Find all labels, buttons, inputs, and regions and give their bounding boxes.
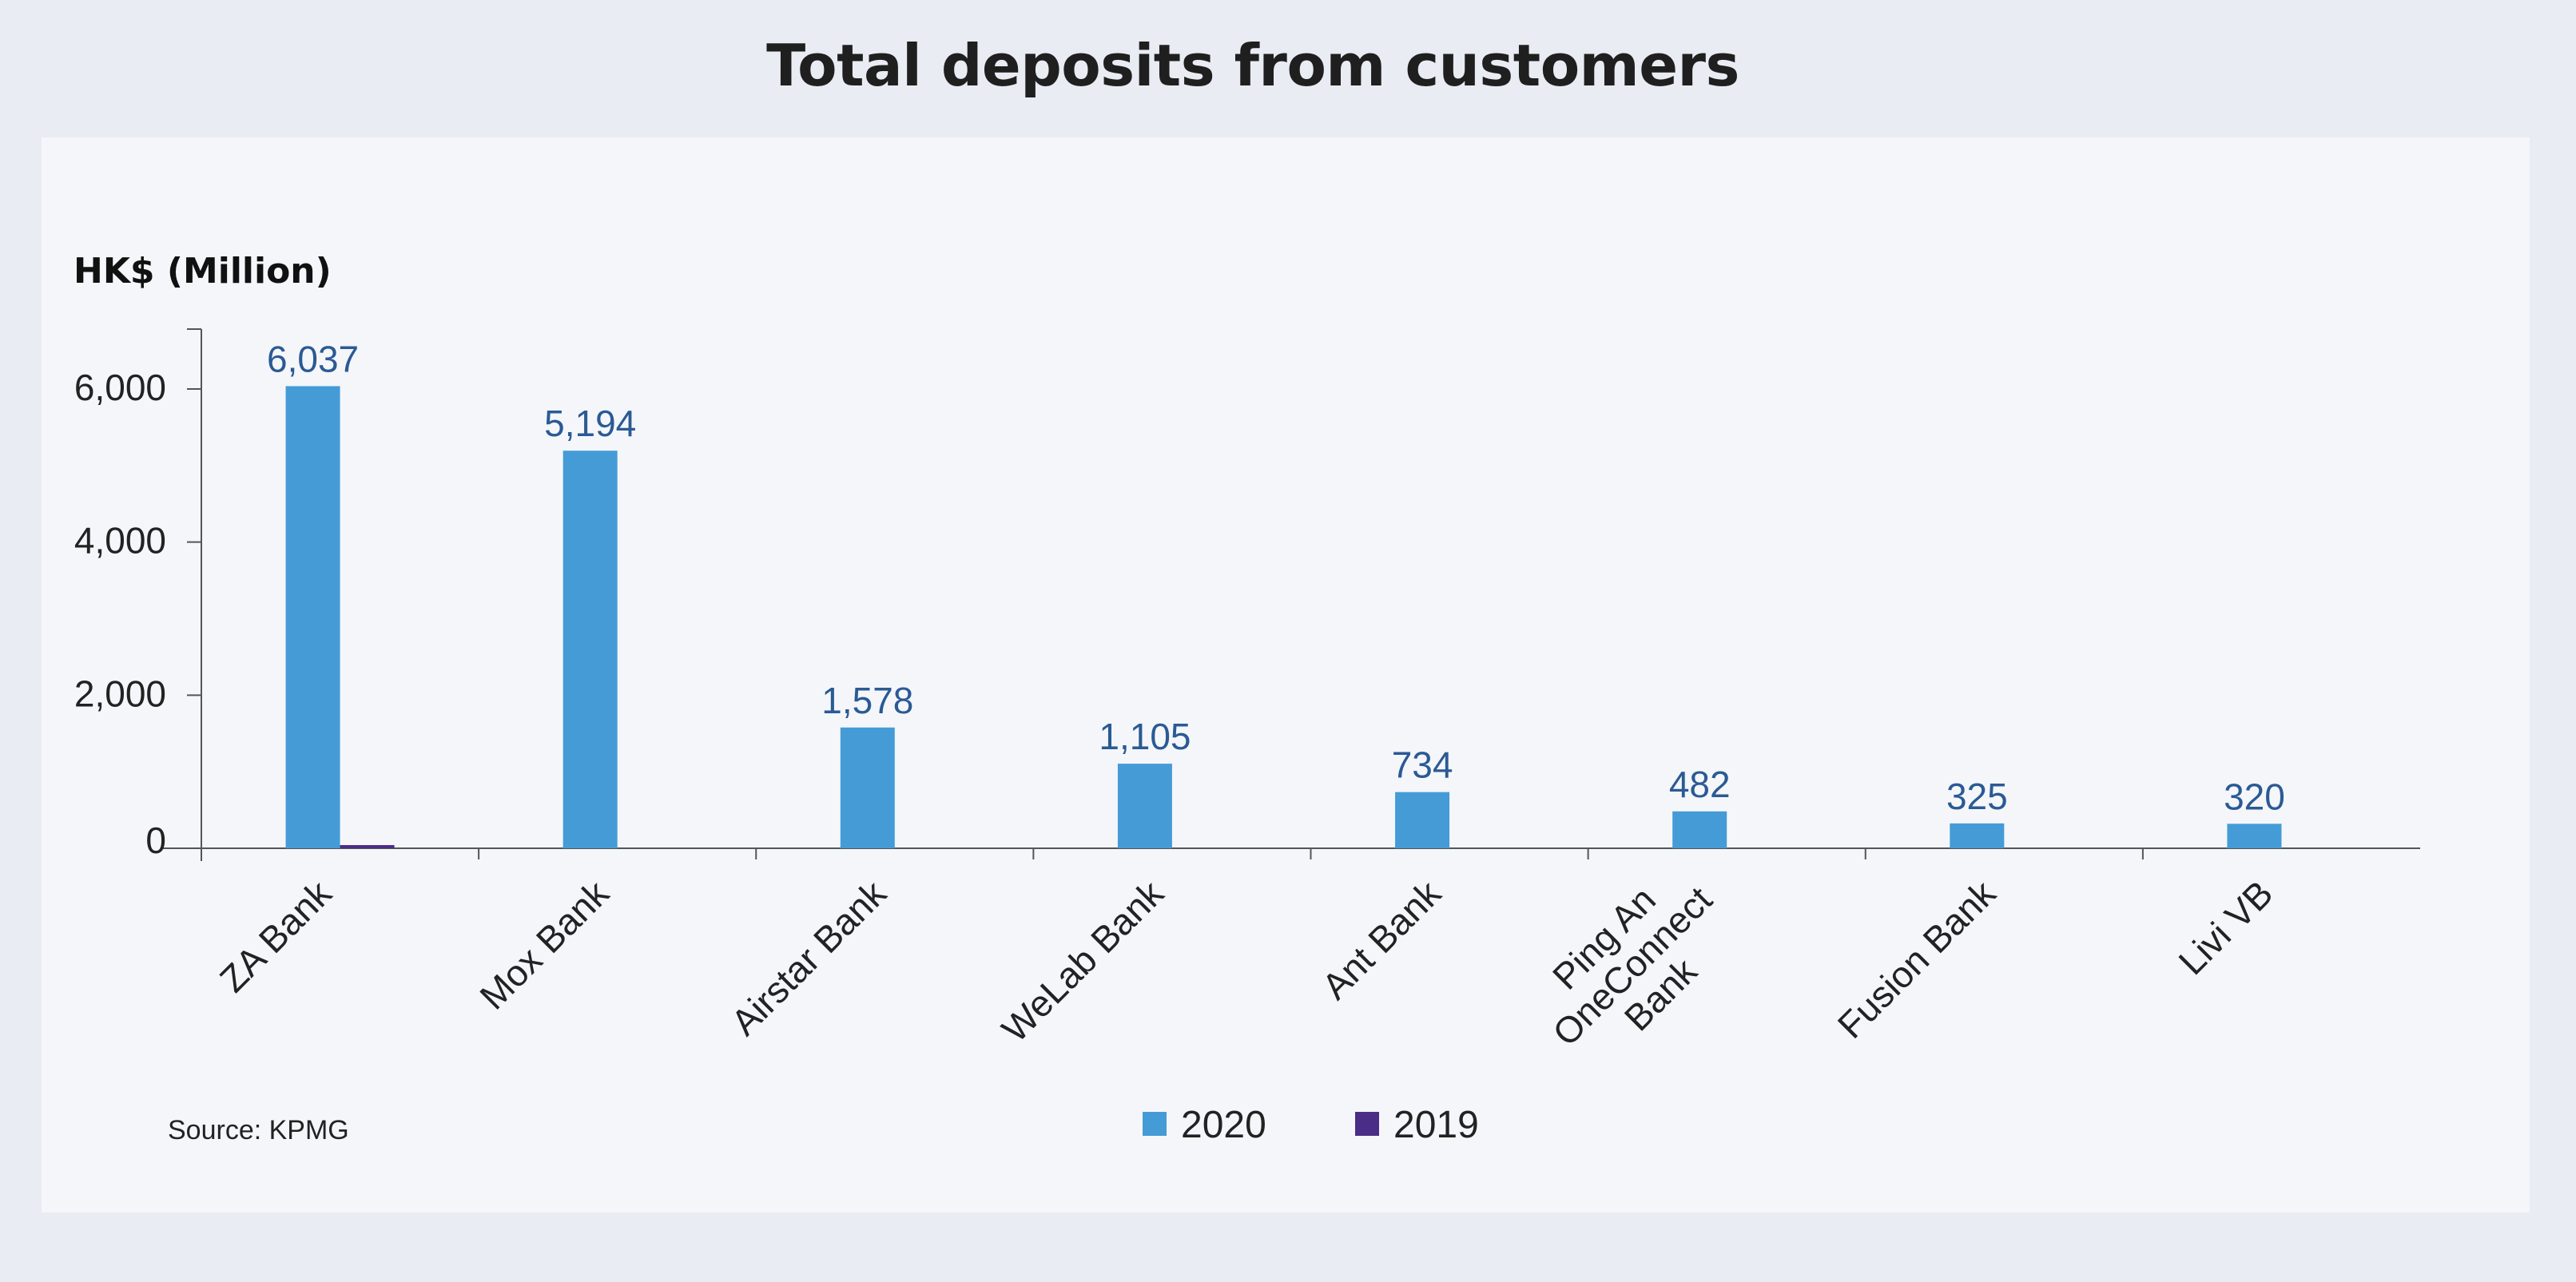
x-tick-label: WeLab Bank <box>993 871 1171 1050</box>
x-tick-label-line: Mox Bank <box>471 871 617 1017</box>
bar-2020 <box>563 450 618 848</box>
legend-label-2019: 2019 <box>1393 1104 1479 1146</box>
x-tick-label-line: ZA Bank <box>212 871 340 999</box>
x-tick-label: Ant Bank <box>1314 872 1449 1007</box>
data-label-2020: 6,037 <box>267 338 359 379</box>
y-tick-label: 0 <box>145 820 166 861</box>
bar-2020 <box>1117 764 1172 848</box>
x-tick-label: Ping AnOneConnectBank <box>1517 850 1748 1082</box>
bar-2020 <box>1950 823 2005 848</box>
bar-2020 <box>285 386 340 848</box>
x-tick-label-line: Ant Bank <box>1314 872 1449 1007</box>
source-note: Source: KPMG <box>168 1115 349 1145</box>
x-tick-label-line: Fusion Bank <box>1830 871 2004 1046</box>
legend-swatch-2019 <box>1355 1112 1379 1136</box>
data-label-2020: 320 <box>2224 776 2285 817</box>
x-tick-label: Fusion Bank <box>1830 871 2004 1046</box>
legend-swatch-2020 <box>1143 1112 1167 1136</box>
x-tick-label-line: Airstar Bank <box>723 871 895 1043</box>
bar-chart: 0 2,000 4,000 6,000 HK$ (Million) 6,037 ZA Ban… <box>74 251 2420 1146</box>
data-label-2020: 5,194 <box>544 403 636 444</box>
y-axis-label: HK$ (Million) <box>74 251 332 292</box>
x-tick-label: Mox Bank <box>471 871 617 1017</box>
bar-2019 <box>340 845 395 848</box>
x-tick-label: ZA Bank <box>212 871 340 999</box>
bar-2020 <box>1395 792 1450 848</box>
data-label-2020: 482 <box>1669 764 1731 805</box>
bar-2020 <box>2227 824 2282 848</box>
x-tick-label: Airstar Bank <box>723 871 895 1043</box>
data-label-2020: 1,105 <box>1099 716 1191 757</box>
chart-panel: 0 2,000 4,000 6,000 HK$ (Million) 6,037 ZA Ban… <box>42 137 2530 1213</box>
bar-2020 <box>840 727 895 848</box>
data-label-2020: 734 <box>1392 744 1453 786</box>
x-tick-label: Livi VB <box>2170 872 2280 982</box>
x-tick-label-line: WeLab Bank <box>993 871 1171 1050</box>
bar-2020 <box>1672 811 1727 848</box>
y-tick-label: 2,000 <box>74 673 166 714</box>
y-tick-label: 6,000 <box>74 367 166 408</box>
data-label-2020: 325 <box>1946 776 2008 817</box>
data-label-2020: 1,578 <box>821 680 913 721</box>
x-tick-label-line: Livi VB <box>2170 872 2280 982</box>
legend-label-2020: 2020 <box>1181 1104 1266 1146</box>
y-tick-label: 4,000 <box>74 520 166 562</box>
page-title: Total deposits from customers <box>766 32 1739 99</box>
